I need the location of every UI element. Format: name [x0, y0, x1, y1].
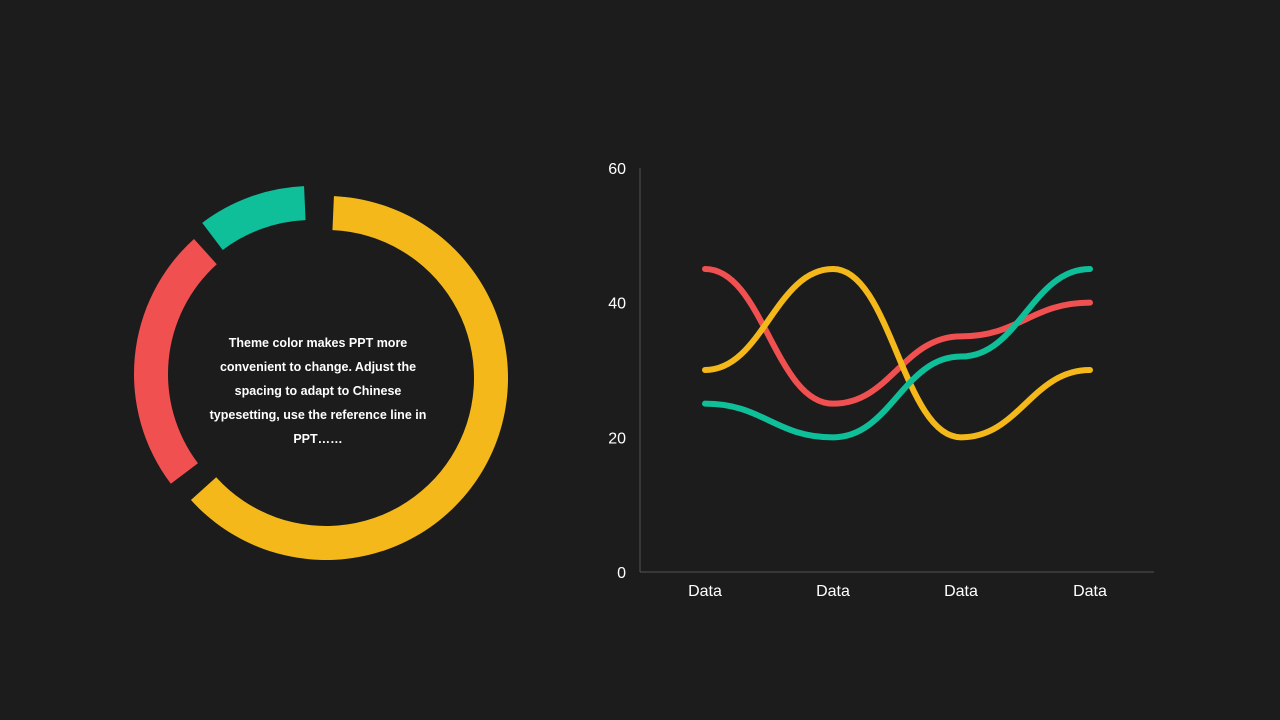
x-category-label: Data — [944, 583, 978, 600]
x-category-label: Data — [1073, 583, 1107, 600]
x-category-label: Data — [816, 583, 850, 600]
y-tick-label: 60 — [608, 161, 626, 178]
donut-slice-1 — [190, 196, 509, 560]
series-line-3 — [702, 266, 1093, 441]
y-tick-label: 20 — [608, 430, 626, 447]
donut-slice-2 — [134, 238, 217, 484]
donut-slice-3 — [202, 186, 306, 250]
y-tick-label: 40 — [608, 296, 626, 313]
x-category-label: Data — [688, 583, 722, 600]
series-line-1 — [702, 266, 1093, 407]
donut-caption: Theme color makes PPT more convenient to… — [209, 336, 427, 446]
series-line-2 — [702, 266, 1093, 441]
y-tick-label: 0 — [617, 565, 626, 582]
